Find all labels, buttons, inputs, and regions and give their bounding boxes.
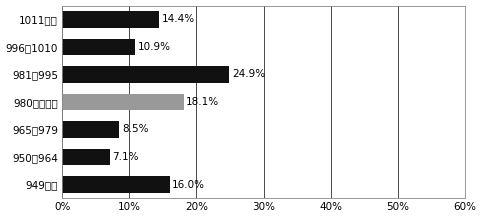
Text: 8.5%: 8.5% xyxy=(122,124,148,135)
Text: 24.9%: 24.9% xyxy=(232,69,265,79)
Text: 16.0%: 16.0% xyxy=(172,179,205,189)
Text: 7.1%: 7.1% xyxy=(112,152,139,162)
Bar xyxy=(62,94,184,110)
Bar xyxy=(62,176,170,193)
Bar xyxy=(62,66,229,83)
Text: 10.9%: 10.9% xyxy=(138,42,171,52)
Bar xyxy=(62,121,119,138)
Text: 14.4%: 14.4% xyxy=(161,14,195,24)
Bar xyxy=(62,39,135,55)
Bar xyxy=(62,149,110,165)
Text: 18.1%: 18.1% xyxy=(187,97,219,107)
Bar xyxy=(62,11,159,28)
